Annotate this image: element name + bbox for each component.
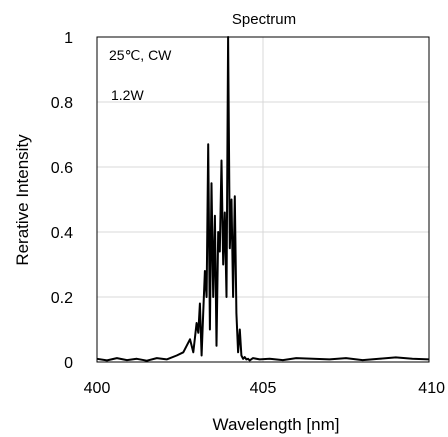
gridlines — [96, 36, 430, 363]
y-tick-label: 1 — [64, 30, 73, 47]
spectrum-line — [96, 36, 430, 362]
y-axis-label: Rerative Intensity — [13, 134, 32, 266]
y-tick-label: 0 — [64, 355, 73, 372]
y-tick-label: 0.8 — [51, 95, 73, 112]
x-tick-label: 400 — [84, 380, 111, 397]
annotation-condition: 25℃, CW — [109, 47, 172, 63]
y-tick-label: 0.2 — [51, 290, 73, 307]
chart-title: Spectrum — [232, 11, 296, 28]
y-tick-label: 0.4 — [51, 225, 73, 242]
y-tick-label: 0.6 — [51, 160, 73, 177]
annotation-power: 1.2W — [111, 87, 144, 103]
plot-frame — [96, 36, 430, 363]
x-tick-label: 405 — [250, 380, 277, 397]
x-tick-label: 410 — [418, 380, 445, 397]
y-tick-labels: 0 0.2 0.4 0.6 0.8 1 — [51, 30, 73, 372]
x-tick-labels: 400 405 410 — [84, 380, 445, 397]
x-axis-label: Wavelength [nm] — [213, 415, 340, 434]
